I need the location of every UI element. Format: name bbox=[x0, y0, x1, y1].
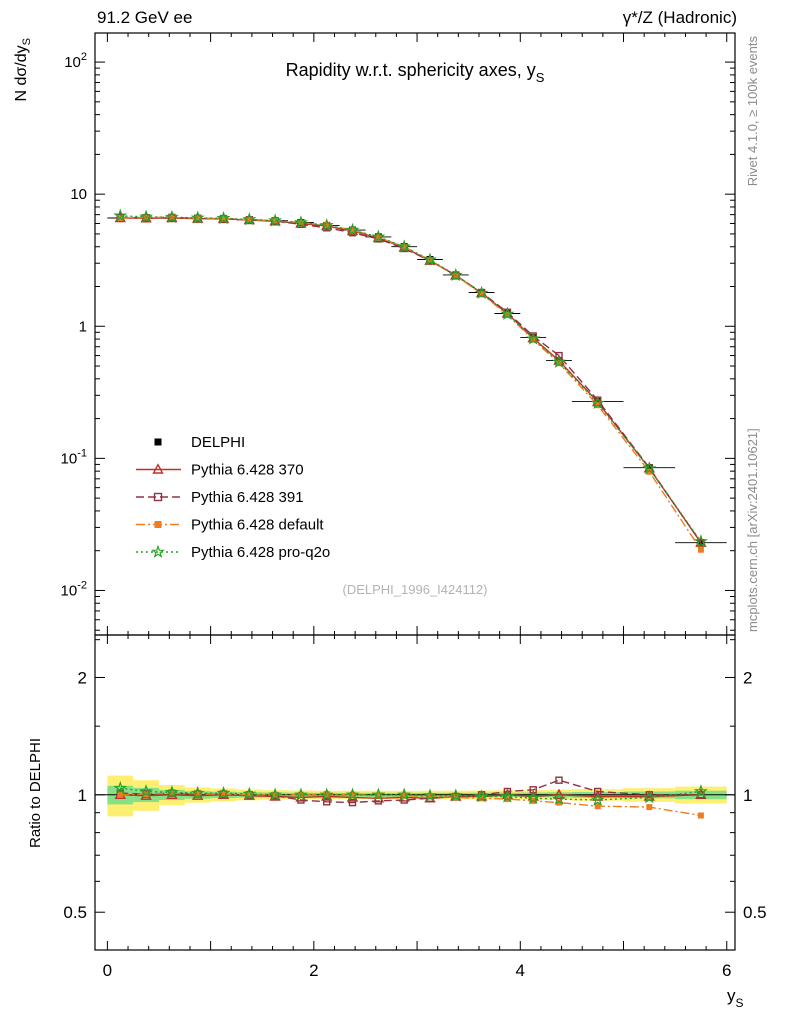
ratio-tick-label-right: 2 bbox=[743, 668, 752, 687]
legend-item-pythia-6-428-pro-q2o: Pythia 6.428 pro-q2o bbox=[136, 544, 330, 561]
ytick-label: 10-1 bbox=[61, 447, 87, 467]
xtick-label: 4 bbox=[516, 961, 525, 980]
beam-energy-label: 91.2 GeV ee bbox=[97, 8, 193, 27]
xtick-label: 0 bbox=[103, 961, 112, 980]
xtick-label: 2 bbox=[309, 961, 318, 980]
ratio-tick-label: 2 bbox=[78, 668, 87, 687]
ratio-axis-title: Ratio to DELPHI bbox=[27, 738, 44, 848]
ratio-series-pythia-6-428-pro-q2o bbox=[113, 780, 708, 806]
ratio-tick-label-right: 0.5 bbox=[743, 903, 767, 922]
ytick-label: 102 bbox=[64, 51, 87, 71]
axis-tick-labels: 102 10 1 10-1 10-2 2 2 1 1 0.5 0.5 0 2 4 6 yS bbox=[61, 51, 767, 1010]
process-label: γ*/Z (Hadronic) bbox=[622, 8, 737, 27]
ratio-tick-label-right: 1 bbox=[743, 786, 752, 805]
legend-label: DELPHI bbox=[191, 434, 245, 451]
ratio-tick-label: 1 bbox=[78, 786, 87, 805]
analysis-watermark: (DELPHI_1996_I424112) bbox=[342, 582, 487, 597]
ytick-label: 10-2 bbox=[61, 579, 87, 599]
ytick-label: 1 bbox=[79, 318, 87, 335]
xtick-label: 6 bbox=[722, 961, 731, 980]
main-y-axis-title: N dσ/dyS bbox=[13, 38, 33, 101]
legend-item-delphi: DELPHI bbox=[154, 434, 245, 451]
legend-item-pythia-6-428-370: Pythia 6.428 370 bbox=[136, 462, 304, 479]
titles: N dσ/dyS Rapidity w.r.t. sphericity axes,… bbox=[13, 38, 545, 101]
series-pythia-6-428-pro-q2o bbox=[113, 208, 708, 548]
legend-label: Pythia 6.428 391 bbox=[191, 489, 304, 506]
legend-label: Pythia 6.428 pro-q2o bbox=[191, 544, 330, 561]
legend-label: Pythia 6.428 370 bbox=[191, 462, 304, 479]
main-panel-series bbox=[107, 208, 727, 553]
plot-frames bbox=[94, 32, 736, 951]
rivet-version-note: Rivet 4.1.0, ≥ 100k events bbox=[745, 36, 760, 187]
plot-title: Rapidity w.r.t. sphericity axes, yS bbox=[286, 60, 545, 85]
legend-label: Pythia 6.428 default bbox=[191, 517, 324, 534]
ratio-tick-label: 0.5 bbox=[63, 903, 87, 922]
axis-ticks bbox=[95, 33, 735, 950]
legend: DELPHI Pythia 6.428 370 Pythia 6.428 391 Py… bbox=[136, 434, 330, 561]
mcplots-arxiv-note: mcplots.cern.ch [arXiv:2401.10621] bbox=[745, 428, 760, 632]
x-axis-title: yS bbox=[727, 986, 744, 1010]
legend-item-pythia-6-428-391: Pythia 6.428 391 bbox=[136, 489, 304, 506]
ratio-panel-series bbox=[95, 776, 735, 819]
legend-item-pythia-6-428-default: Pythia 6.428 default bbox=[136, 517, 324, 534]
ytick-label: 10 bbox=[70, 186, 87, 203]
